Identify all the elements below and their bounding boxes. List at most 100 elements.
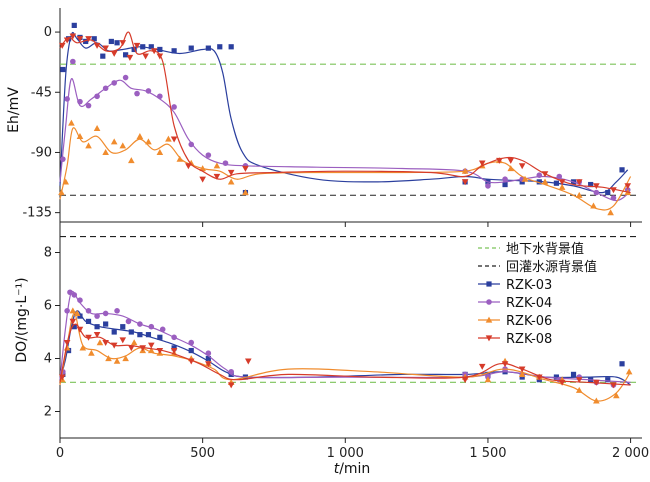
do-data-point <box>128 345 135 352</box>
do-data-point <box>114 308 120 314</box>
do-data-point <box>71 324 77 330</box>
do-data-point <box>139 345 147 352</box>
eh-data-point <box>145 88 152 94</box>
legend-series-label: RZK-06 <box>506 314 552 329</box>
do-data-point <box>93 332 101 339</box>
do-data-point <box>64 308 70 314</box>
eh-data-point <box>521 175 529 182</box>
eh-data-point <box>150 48 158 55</box>
do-data-point <box>94 313 100 319</box>
eh-data-point <box>242 165 249 172</box>
eh-y-tick-label: -135 <box>22 206 52 221</box>
eh-data-point <box>575 191 583 198</box>
do-data-point <box>120 324 126 330</box>
do-data-point <box>71 292 78 298</box>
eh-data-point <box>478 160 486 167</box>
eh-series-line-3 <box>59 31 631 194</box>
do-series-rzk-08 <box>58 318 631 389</box>
eh-data-point <box>156 53 164 60</box>
eh-data-point <box>140 44 146 50</box>
do-data-point <box>501 361 509 368</box>
eh-data-point <box>593 183 600 190</box>
eh-data-point <box>227 178 235 185</box>
do-y-axis-label: DO/(mg·L⁻¹) <box>14 277 30 362</box>
eh-data-point <box>553 180 560 186</box>
do-data-point <box>157 334 163 340</box>
do-panel: 2 4 6 8 <box>44 226 642 443</box>
do-data-point <box>85 334 92 341</box>
eh-data-point <box>507 157 515 164</box>
do-data-point <box>137 332 143 338</box>
eh-data-point <box>93 124 101 131</box>
eh-data-point <box>590 202 597 209</box>
do-data-point <box>96 339 104 346</box>
eh-data-point <box>213 162 221 169</box>
eh-data-point <box>63 37 71 44</box>
eh-data-point <box>70 58 76 65</box>
do-data-point <box>558 379 566 386</box>
eh-data-point <box>536 179 542 185</box>
eh-data-point <box>134 90 140 97</box>
do-data-point <box>63 340 71 346</box>
do-data-point <box>77 313 83 319</box>
do-data-point <box>575 386 583 393</box>
eh-data-point <box>71 22 77 28</box>
do-data-point <box>188 347 194 354</box>
eh-data-point <box>114 40 120 46</box>
do-data-point <box>102 340 109 346</box>
eh-data-point <box>185 163 192 170</box>
do-data-point <box>102 310 109 317</box>
do-data-point <box>113 357 121 364</box>
do-data-point <box>67 289 73 296</box>
do-data-point <box>88 349 95 356</box>
eh-data-point <box>85 142 92 149</box>
eh-data-point <box>85 36 92 43</box>
do-data-point <box>105 355 112 362</box>
do-data-point <box>130 339 138 346</box>
eh-data-point <box>69 33 77 40</box>
eh-data-point <box>108 38 114 45</box>
eh-data-point <box>199 165 206 172</box>
eh-data-point <box>60 66 66 73</box>
eh-data-point <box>93 42 101 49</box>
legend-reference-label: 回灌水源背景值 <box>506 259 597 275</box>
do-data-point <box>103 321 109 327</box>
eh-data-point <box>205 45 211 51</box>
x-tick-label: 1 500 <box>469 446 506 461</box>
do-data-point <box>593 379 600 386</box>
x-axis-label-italic: t <box>334 461 340 477</box>
eh-data-point <box>68 119 75 126</box>
do-data-point <box>605 377 611 383</box>
do-data-point <box>570 371 577 377</box>
eh-data-point <box>502 181 508 188</box>
eh-data-point <box>461 167 469 174</box>
eh-panel: 0 -45 -90 -135 <box>22 8 642 227</box>
eh-data-point <box>110 138 118 145</box>
eh-data-point <box>188 45 194 51</box>
legend-series-marker <box>485 335 493 342</box>
do-data-point <box>613 392 620 399</box>
eh-data-point <box>91 36 97 42</box>
eh-data-point <box>228 44 234 50</box>
legend-series-marker <box>485 316 493 323</box>
eh-data-point <box>171 48 177 54</box>
eh-data-point <box>148 44 154 50</box>
eh-data-point <box>624 183 632 190</box>
eh-series-rzk-03 <box>59 22 629 196</box>
do-data-point <box>148 323 155 330</box>
eh-data-point <box>518 163 526 170</box>
do-data-point <box>77 297 83 304</box>
do-data-point <box>145 332 152 338</box>
do-data-point <box>147 347 155 354</box>
eh-data-point <box>85 102 92 109</box>
eh-data-point <box>102 149 109 156</box>
do-y-tick-label: 6 <box>44 299 52 314</box>
eh-data-point <box>126 54 134 61</box>
do-data-point <box>575 377 583 384</box>
eh-data-point <box>242 189 249 196</box>
do-data-point <box>128 329 134 335</box>
eh-data-point <box>102 85 109 92</box>
eh-data-point <box>58 42 66 49</box>
x-axis-label: t/min <box>334 461 371 477</box>
